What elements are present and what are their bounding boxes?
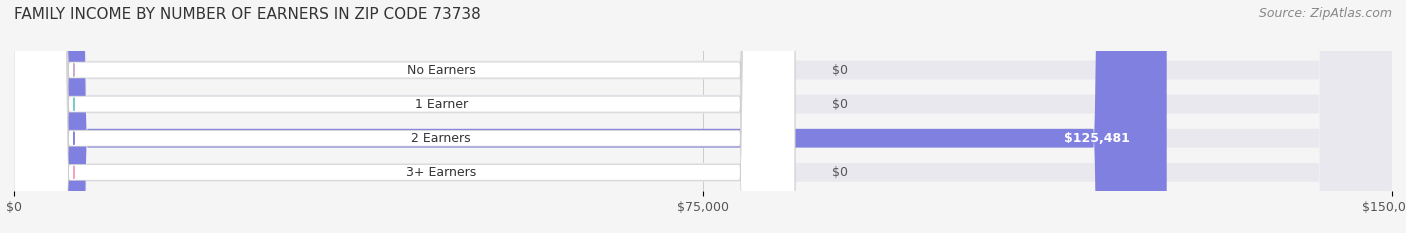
- FancyBboxPatch shape: [14, 0, 1167, 233]
- Text: 1 Earner: 1 Earner: [415, 98, 468, 111]
- FancyBboxPatch shape: [14, 0, 1392, 233]
- Text: FAMILY INCOME BY NUMBER OF EARNERS IN ZIP CODE 73738: FAMILY INCOME BY NUMBER OF EARNERS IN ZI…: [14, 7, 481, 22]
- FancyBboxPatch shape: [14, 0, 794, 233]
- Text: 3+ Earners: 3+ Earners: [406, 166, 477, 179]
- Text: $0: $0: [831, 166, 848, 179]
- FancyBboxPatch shape: [14, 0, 794, 233]
- Text: $0: $0: [831, 98, 848, 111]
- Text: $125,481: $125,481: [1064, 132, 1130, 145]
- FancyBboxPatch shape: [14, 0, 1392, 233]
- FancyBboxPatch shape: [14, 0, 1392, 233]
- Text: No Earners: No Earners: [406, 64, 475, 76]
- FancyBboxPatch shape: [14, 0, 794, 233]
- FancyBboxPatch shape: [14, 0, 1392, 233]
- FancyBboxPatch shape: [14, 0, 794, 233]
- Text: $0: $0: [831, 64, 848, 76]
- Text: Source: ZipAtlas.com: Source: ZipAtlas.com: [1258, 7, 1392, 20]
- Text: 2 Earners: 2 Earners: [412, 132, 471, 145]
